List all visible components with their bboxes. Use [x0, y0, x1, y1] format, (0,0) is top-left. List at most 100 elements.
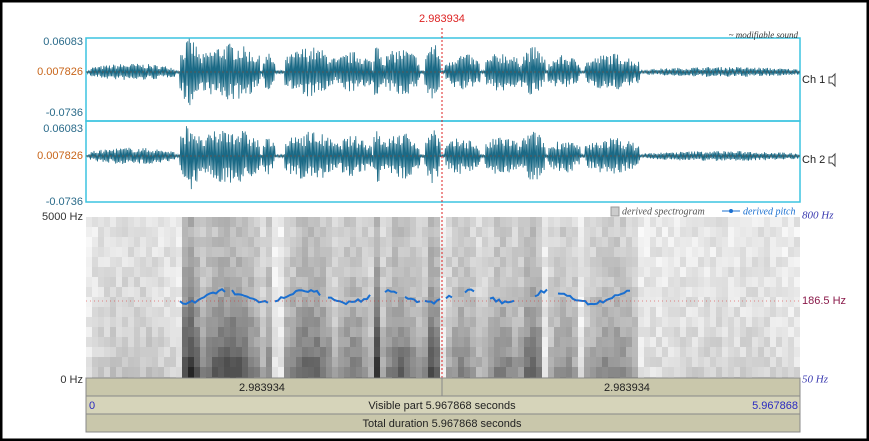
- spectrogram-cell: [590, 297, 596, 307]
- spectrogram-cell: [464, 347, 470, 357]
- spectrogram-cell: [686, 327, 692, 337]
- spectrogram-cell: [446, 347, 452, 357]
- spectrogram-cell: [770, 357, 776, 367]
- spectrogram-cell: [572, 297, 578, 307]
- spectrogram-cell: [122, 237, 128, 247]
- spectrogram-cell: [632, 257, 638, 267]
- spectrogram-cell: [746, 367, 752, 377]
- spectrogram-cell: [776, 247, 782, 257]
- spectrogram-cell: [614, 257, 620, 267]
- spectrogram-cell: [380, 227, 386, 237]
- spectrogram-cell: [416, 367, 422, 377]
- spectrogram-cell: [296, 297, 302, 307]
- spectrogram-cell: [242, 347, 248, 357]
- spectrogram-cell: [704, 247, 710, 257]
- spectrogram-cell: [554, 327, 560, 337]
- spectrogram-cell: [632, 227, 638, 237]
- total-duration[interactable]: Total duration 5.967868 seconds: [362, 418, 522, 430]
- spectrogram-cell: [104, 337, 110, 347]
- spectrogram-cell: [254, 347, 260, 357]
- spectrogram-cell: [464, 267, 470, 277]
- spectrogram-cell: [608, 317, 614, 327]
- spectrogram-cell: [392, 277, 398, 287]
- spectrogram-cell: [158, 237, 164, 247]
- spectrogram-cell: [296, 277, 302, 287]
- spectrogram-cell: [734, 257, 740, 267]
- spectrogram-cell: [776, 217, 782, 227]
- spectrogram-cell: [326, 297, 332, 307]
- spectrogram-cell: [506, 247, 512, 257]
- channel-name[interactable]: Ch 2: [802, 154, 825, 166]
- spectrogram-cell: [254, 287, 260, 297]
- spectrogram-cell: [776, 337, 782, 347]
- speaker-icon[interactable]: [828, 72, 836, 88]
- spectrogram-cell: [482, 317, 488, 327]
- spectrogram-cell: [488, 357, 494, 367]
- right-half[interactable]: 2.983934: [604, 382, 650, 394]
- spectrogram-cell: [116, 317, 122, 327]
- spectrogram-cell: [620, 307, 626, 317]
- spectrogram-cell: [722, 357, 728, 367]
- spectrogram-cell: [98, 257, 104, 267]
- spectrogram-cell: [332, 327, 338, 337]
- total-bar[interactable]: [85, 413, 801, 433]
- spectrogram-cell: [476, 217, 482, 227]
- spectrogram-cell: [170, 247, 176, 257]
- spectrogram-cell: [224, 297, 230, 307]
- spectrogram-cell: [746, 227, 752, 237]
- spectrogram-cell: [146, 287, 152, 297]
- spectrogram-cell: [686, 297, 692, 307]
- spectrogram-cell: [374, 347, 380, 357]
- spectrogram-cell: [770, 237, 776, 247]
- spectrogram-cell: [344, 337, 350, 347]
- spectrogram-cell: [140, 267, 146, 277]
- spectrogram-cell: [668, 297, 674, 307]
- pitch-curve: [179, 288, 631, 306]
- spectrogram-cell: [542, 217, 548, 227]
- spectrogram-cell: [728, 317, 734, 327]
- spectrogram-cell: [260, 287, 266, 297]
- visible-part[interactable]: Visible part 5.967868 seconds: [368, 400, 516, 412]
- channel-name[interactable]: Ch 1: [802, 74, 825, 86]
- spectrogram-cell: [170, 277, 176, 287]
- spectrogram-cell: [212, 367, 218, 377]
- spectrogram-cell: [560, 227, 566, 237]
- speaker-icon[interactable]: [828, 152, 836, 168]
- spectrogram-cell: [314, 317, 320, 327]
- spectrogram-cell: [284, 237, 290, 247]
- spectrogram-cell: [428, 317, 434, 327]
- spectrogram-cell: [230, 297, 236, 307]
- spectrogram-cell: [572, 247, 578, 257]
- left-half[interactable]: 2.983934: [239, 382, 285, 394]
- spectrogram-cell: [506, 267, 512, 277]
- time-bar[interactable]: [85, 377, 801, 397]
- spectrogram-cell: [302, 307, 308, 317]
- spectrogram-cell: [374, 307, 380, 317]
- spectrogram-cell: [164, 257, 170, 267]
- spectrogram-cell: [596, 287, 602, 297]
- spectrogram-cell: [296, 357, 302, 367]
- spectrogram-cell: [230, 357, 236, 367]
- spectrogram-cell: [464, 357, 470, 367]
- spectrogram-cell: [668, 317, 674, 327]
- spectrogram-cell: [398, 327, 404, 337]
- spectrogram-cell: [578, 317, 584, 327]
- spectrogram-cell: [632, 307, 638, 317]
- spectrogram-cell: [698, 267, 704, 277]
- spectrogram-cell: [788, 267, 794, 277]
- spectrogram-cell: [86, 227, 92, 237]
- spectrogram-cell: [602, 227, 608, 237]
- spectrogram-cell: [494, 237, 500, 247]
- spectrogram-cell: [380, 337, 386, 347]
- spectrogram-cell: [200, 297, 206, 307]
- spectrogram-cell: [428, 227, 434, 237]
- channel-max: 0.06083: [43, 123, 83, 135]
- spectrogram-cell: [758, 317, 764, 327]
- spectrogram-cell: [272, 317, 278, 327]
- spectrogram-cell: [140, 247, 146, 257]
- spectrogram-cell: [200, 247, 206, 257]
- spectrogram-cell: [392, 247, 398, 257]
- spectrogram-cell: [110, 367, 116, 377]
- spectrogram-cell: [116, 237, 122, 247]
- spectrogram-cell: [374, 297, 380, 307]
